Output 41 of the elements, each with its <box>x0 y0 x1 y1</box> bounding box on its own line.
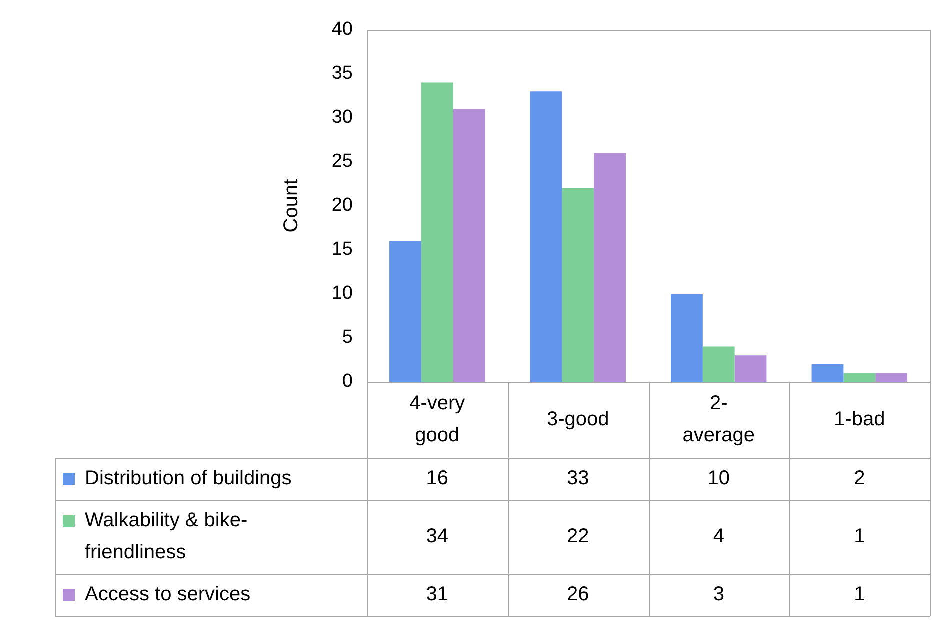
data-label: 3 <box>713 584 724 606</box>
data-label: 10 <box>708 468 730 490</box>
bar <box>594 153 626 382</box>
data-label: 4 <box>713 526 724 548</box>
bar <box>421 82 454 382</box>
x-tick-label: 2-average <box>682 392 756 447</box>
y-tick-label: 15 <box>332 239 353 260</box>
bar <box>876 373 908 382</box>
legend-label: Walkability & bike-friendliness <box>85 510 248 564</box>
bar <box>562 188 594 382</box>
bar <box>702 346 735 382</box>
data-label: 1 <box>854 526 866 548</box>
bar <box>844 373 876 382</box>
y-axis-title: Count <box>280 178 303 233</box>
bar <box>734 356 767 382</box>
y-tick-label: 10 <box>332 283 353 304</box>
y-tick-label: 0 <box>342 371 353 392</box>
legend-label: Distribution of buildings <box>85 468 292 490</box>
data-label: 34 <box>426 526 448 548</box>
bar <box>671 294 703 382</box>
data-label: 33 <box>567 468 590 490</box>
legend-label: Access to services <box>85 584 251 606</box>
data-label: 31 <box>426 584 448 606</box>
bar <box>390 241 422 382</box>
y-tick-label: 25 <box>332 151 353 172</box>
bar <box>530 92 562 382</box>
data-label: 16 <box>426 468 448 490</box>
x-tick-label: 3-good <box>546 408 610 431</box>
data-label: 26 <box>567 584 590 606</box>
y-tick-label: 20 <box>332 195 353 216</box>
x-tick-label: 1-bad <box>834 408 886 431</box>
bar <box>812 364 844 382</box>
y-tick-label: 5 <box>342 327 353 348</box>
y-tick-label: 30 <box>332 107 353 128</box>
y-tick-label: 35 <box>332 63 353 84</box>
bar <box>453 109 486 382</box>
data-label: 22 <box>567 526 590 548</box>
data-label: 2 <box>854 468 866 490</box>
y-tick-label: 40 <box>332 19 353 40</box>
data-label: 1 <box>854 584 866 606</box>
x-tick-label: 4-very good <box>410 392 466 447</box>
